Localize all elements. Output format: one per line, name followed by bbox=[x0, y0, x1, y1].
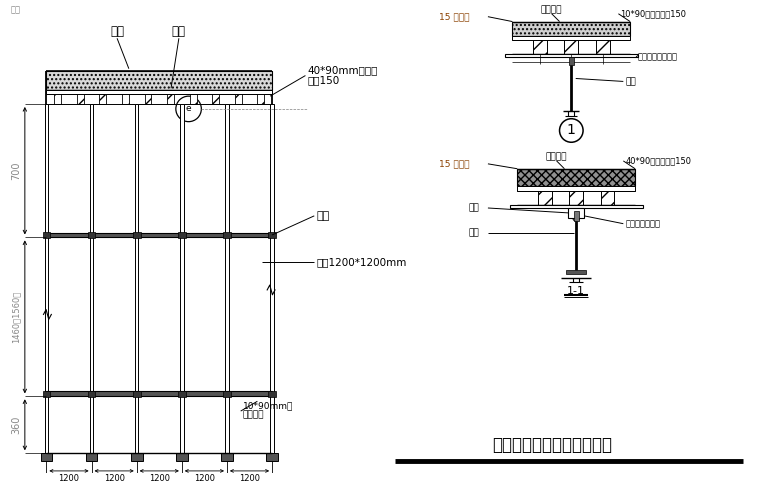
Bar bbox=[180, 104, 183, 453]
Text: 1200: 1200 bbox=[149, 474, 169, 482]
Text: 立杆: 立杆 bbox=[468, 228, 479, 237]
Text: 40*90mm木方，: 40*90mm木方， bbox=[307, 66, 378, 76]
Bar bbox=[190, 94, 197, 104]
Bar bbox=[54, 94, 61, 104]
Bar bbox=[167, 94, 174, 104]
Bar bbox=[87, 232, 96, 238]
Bar bbox=[574, 211, 578, 221]
Bar bbox=[235, 94, 242, 104]
Text: 360: 360 bbox=[11, 415, 21, 434]
Bar bbox=[43, 391, 50, 397]
Bar bbox=[212, 94, 219, 104]
Bar bbox=[221, 453, 233, 461]
Text: 10*90mm方: 10*90mm方 bbox=[242, 402, 293, 411]
Bar bbox=[178, 232, 185, 238]
Text: 混凝混板: 混凝混板 bbox=[541, 5, 562, 14]
Bar bbox=[538, 191, 552, 205]
Bar bbox=[144, 94, 151, 104]
Text: 插件: 插件 bbox=[10, 5, 20, 14]
Bar bbox=[569, 191, 583, 205]
Text: 700: 700 bbox=[11, 161, 21, 180]
Bar bbox=[505, 54, 638, 57]
Bar bbox=[86, 453, 97, 461]
Text: 10*90木方，间距150: 10*90木方，间距150 bbox=[620, 9, 686, 18]
Text: 间距150: 间距150 bbox=[307, 76, 340, 85]
Bar bbox=[40, 453, 52, 461]
Bar bbox=[133, 232, 141, 238]
Text: 15 厚模板: 15 厚模板 bbox=[439, 12, 470, 21]
Bar bbox=[568, 208, 584, 218]
Text: 立杆: 立杆 bbox=[625, 77, 636, 86]
Bar bbox=[87, 391, 96, 397]
Text: 立杆1200*1200mm: 立杆1200*1200mm bbox=[316, 257, 407, 267]
Bar bbox=[46, 71, 272, 90]
Bar bbox=[90, 104, 93, 453]
Bar bbox=[512, 22, 630, 36]
Text: 1: 1 bbox=[567, 123, 576, 137]
Text: 主杠: 主杠 bbox=[468, 203, 479, 213]
Bar bbox=[258, 94, 264, 104]
Bar bbox=[223, 232, 231, 238]
Bar bbox=[225, 104, 229, 453]
Bar bbox=[266, 453, 278, 461]
Bar bbox=[268, 391, 276, 397]
Text: 主体楼板模板支设构造详图: 主体楼板模板支设构造详图 bbox=[492, 436, 612, 455]
Text: 顶撑垫杆（双钢: 顶撑垫杆（双钢 bbox=[625, 219, 660, 228]
Bar bbox=[77, 94, 84, 104]
Text: 1200: 1200 bbox=[194, 474, 215, 482]
Text: 1200: 1200 bbox=[59, 474, 80, 482]
Bar bbox=[133, 391, 141, 397]
Text: 1460（1560）: 1460（1560） bbox=[11, 291, 21, 343]
Text: e: e bbox=[185, 105, 192, 113]
Bar bbox=[533, 40, 546, 54]
Bar bbox=[223, 391, 231, 397]
Bar bbox=[45, 104, 48, 453]
Bar bbox=[268, 232, 276, 238]
Text: 顺撑垫杆（双钢管: 顺撑垫杆（双钢管 bbox=[638, 53, 678, 61]
Bar bbox=[122, 94, 129, 104]
Text: 1200: 1200 bbox=[239, 474, 260, 482]
Text: 1200: 1200 bbox=[103, 474, 125, 482]
Bar bbox=[566, 270, 586, 274]
Bar bbox=[46, 232, 272, 238]
Bar bbox=[100, 94, 106, 104]
Bar bbox=[596, 40, 610, 54]
Bar bbox=[46, 90, 272, 94]
Bar bbox=[178, 391, 185, 397]
Bar bbox=[518, 187, 635, 191]
Text: 横杆: 横杆 bbox=[316, 211, 330, 221]
Bar bbox=[176, 453, 188, 461]
Text: 楼板: 楼板 bbox=[110, 25, 124, 38]
Bar bbox=[43, 232, 50, 238]
Circle shape bbox=[573, 214, 580, 221]
Bar bbox=[518, 169, 635, 187]
Text: 混凝混板: 混凝混板 bbox=[546, 152, 568, 161]
Text: 模板: 模板 bbox=[172, 25, 186, 38]
Bar bbox=[568, 57, 574, 65]
Text: 次龙木方: 次龙木方 bbox=[242, 411, 264, 419]
Text: 15 厚模板: 15 厚模板 bbox=[439, 160, 470, 168]
Bar bbox=[46, 391, 272, 396]
Bar bbox=[509, 205, 643, 208]
Bar bbox=[565, 40, 578, 54]
Bar bbox=[131, 453, 143, 461]
Bar bbox=[600, 191, 615, 205]
Text: 1-1: 1-1 bbox=[567, 286, 585, 296]
Text: 40*90木方，间距150: 40*90木方，间距150 bbox=[625, 156, 692, 165]
Bar bbox=[271, 104, 274, 453]
Bar bbox=[512, 36, 630, 40]
Bar bbox=[135, 104, 138, 453]
